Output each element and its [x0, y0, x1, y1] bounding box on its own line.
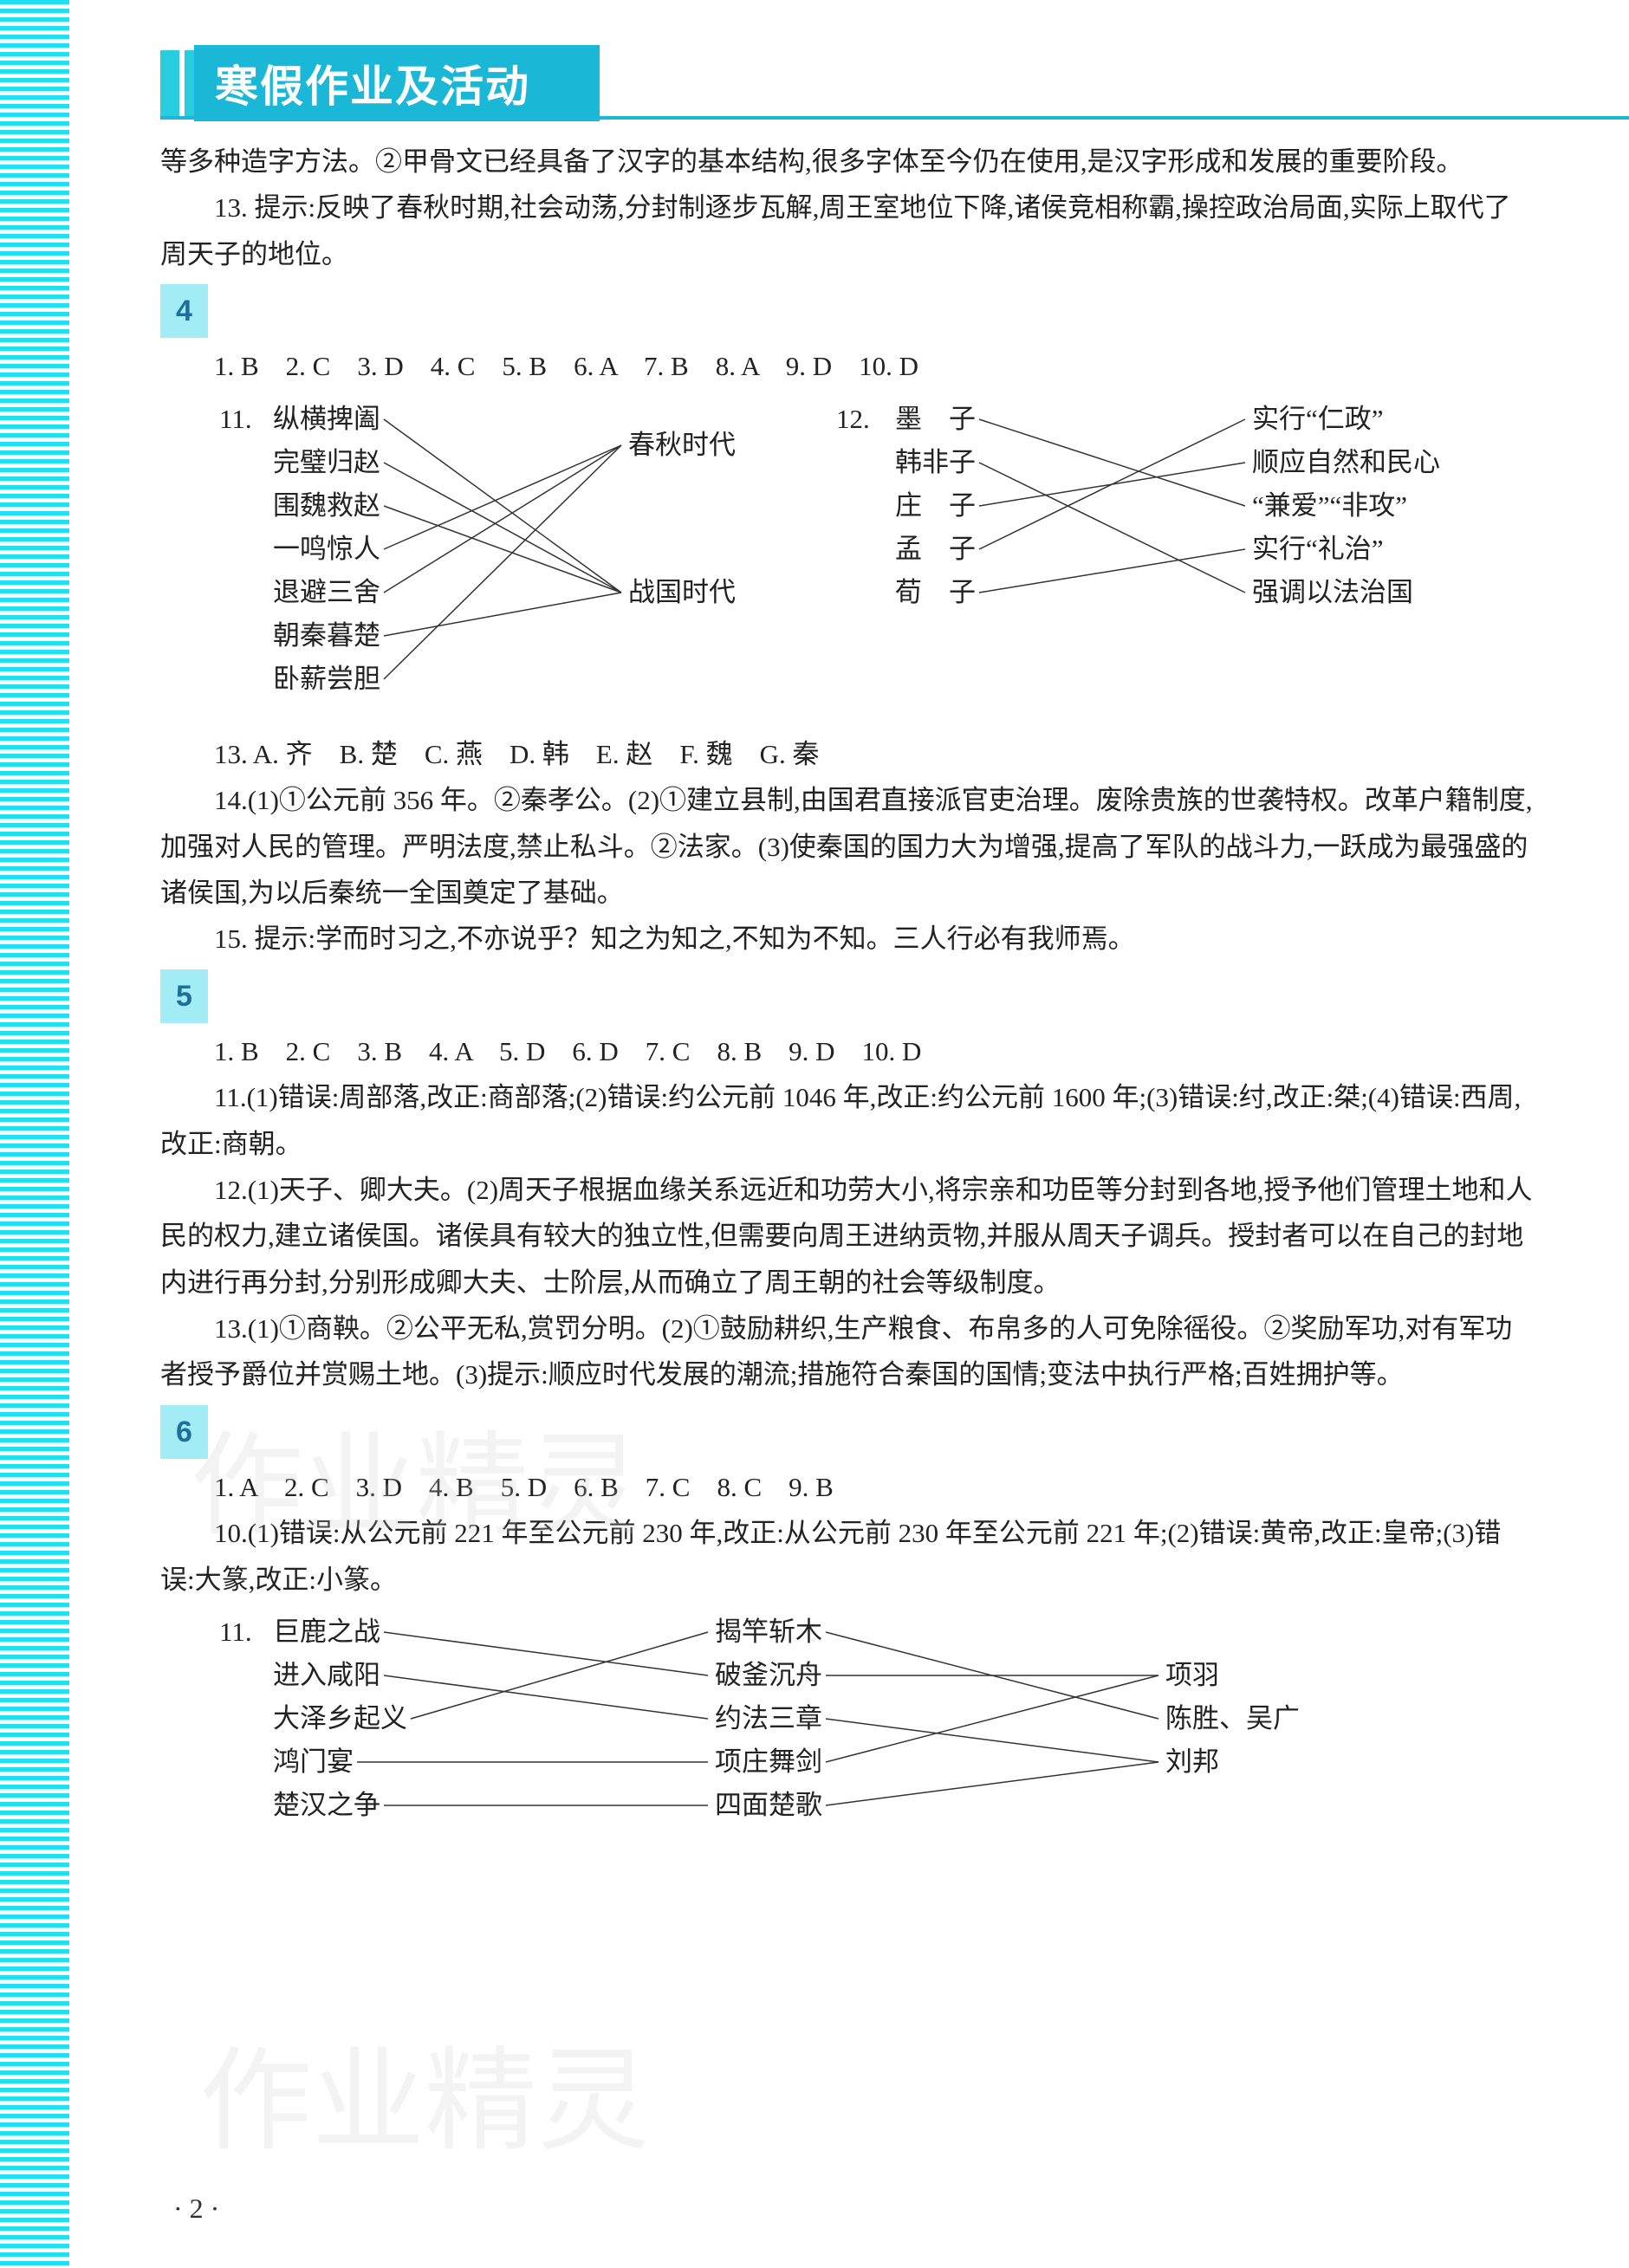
s6-q10: 10.(1)错误:从公元前 221 年至公元前 230 年,改正:从公元前 23… — [160, 1510, 1534, 1603]
svg-text:朝秦暮楚: 朝秦暮楚 — [273, 620, 380, 651]
header-accent-thin — [185, 50, 194, 116]
header-accent — [160, 50, 179, 116]
svg-text:荀 子: 荀 子 — [895, 577, 976, 607]
header-underline — [160, 116, 1629, 120]
svg-text:巨鹿之战: 巨鹿之战 — [273, 1617, 380, 1647]
section-6-label: 6 — [160, 1405, 208, 1459]
svg-text:刘邦: 刘邦 — [1165, 1746, 1219, 1777]
svg-text:卧薪尝胆: 卧薪尝胆 — [273, 664, 380, 694]
svg-text:实行“仁政”: 实行“仁政” — [1252, 404, 1384, 434]
s6-svg: 11. 巨鹿之战进入咸阳大泽乡起义鸿门宴楚汉之争 揭竿斩木破釜沉舟约法三章项庄舞剑四… — [160, 1608, 1529, 1850]
s4-q13: 13. A. 齐 B. 楚 C. 燕 D. 韩 E. 赵 F. 魏 G. 秦 — [160, 731, 1534, 777]
s6-matching-diagram: 11. 巨鹿之战进入咸阳大泽乡起义鸿门宴楚汉之争 揭竿斩木破釜沉舟约法三章项庄舞剑四… — [160, 1608, 1534, 1864]
s6-mc: 1. A 2. C 3. D 4. B 5. D 6. B 7. C 8. C … — [160, 1464, 1534, 1510]
svg-text:项庄舞剑: 项庄舞剑 — [715, 1746, 822, 1777]
svg-text:孟 子: 孟 子 — [895, 534, 976, 564]
s5-q11: 11.(1)错误:周部落,改正:商部落;(2)错误:约公元前 1046 年,改正… — [160, 1074, 1534, 1167]
svg-text:项羽: 项羽 — [1165, 1660, 1219, 1690]
s4-q14: 14.(1)①公元前 356 年。②秦孝公。(2)①建立县制,由国君直接派官吏治… — [160, 777, 1534, 916]
svg-text:11.: 11. — [219, 1617, 252, 1647]
svg-text:退避三舍: 退避三舍 — [273, 577, 380, 607]
svg-text:陈胜、吴广: 陈胜、吴广 — [1165, 1703, 1300, 1733]
svg-text:进入咸阳: 进入咸阳 — [273, 1660, 380, 1690]
watermark-2: 作业精灵 — [199, 2010, 650, 2173]
svg-text:墨 子: 墨 子 — [895, 404, 976, 434]
s4-matching-diagrams: 11. 纵横捭阖完璧归赵围魏救赵一鸣惊人退避三舍朝秦暮楚卧薪尝胆 春秋时代战国时代 1… — [160, 395, 1534, 729]
svg-text:韩非子: 韩非子 — [895, 447, 976, 477]
page-number: · 2 · — [173, 2193, 219, 2225]
side-stripe — [0, 0, 69, 2268]
svg-text:“兼爱”“非攻”: “兼爱”“非攻” — [1252, 490, 1407, 521]
page-header: 寒假作业及活动 — [160, 50, 600, 116]
header-title: 寒假作业及活动 — [194, 45, 600, 121]
intro-continuation: 等多种造字方法。②甲骨文已经具备了汉字的基本结构,很多字体至今仍在使用,是汉字形… — [160, 139, 1534, 185]
svg-text:鸿门宴: 鸿门宴 — [273, 1746, 354, 1777]
svg-text:春秋时代: 春秋时代 — [628, 430, 736, 460]
svg-text:约法三章: 约法三章 — [715, 1703, 822, 1733]
svg-text:破釜沉舟: 破釜沉舟 — [715, 1660, 822, 1690]
s4-mc: 1. B 2. C 3. D 4. C 5. B 6. A 7. B 8. A … — [160, 343, 1534, 389]
svg-text:庄 子: 庄 子 — [895, 490, 976, 521]
svg-text:楚汉之争: 楚汉之争 — [273, 1790, 380, 1820]
body-content: 等多种造字方法。②甲骨文已经具备了汉字的基本结构,很多字体至今仍在使用,是汉字形… — [160, 139, 1534, 1866]
svg-text:11.: 11. — [219, 404, 252, 434]
s5-q13: 13.(1)①商鞅。②公平无私,赏罚分明。(2)①鼓励耕织,生产粮食、布帛多的人… — [160, 1306, 1534, 1398]
svg-text:一鸣惊人: 一鸣惊人 — [273, 534, 380, 564]
s4-svg: 11. 纵横捭阖完璧归赵围魏救赵一鸣惊人退避三舍朝秦暮楚卧薪尝胆 春秋时代战国时代 1… — [160, 395, 1529, 716]
svg-text:四面楚歌: 四面楚歌 — [715, 1790, 822, 1820]
svg-text:完璧归赵: 完璧归赵 — [273, 447, 380, 477]
s5-mc: 1. B 2. C 3. B 4. A 5. D 6. D 7. C 8. B … — [160, 1028, 1534, 1074]
svg-text:围魏救赵: 围魏救赵 — [273, 490, 380, 521]
intro-q13: 13. 提示:反映了春秋时期,社会动荡,分封制逐步瓦解,周王室地位下降,诸侯竞相… — [160, 185, 1534, 277]
svg-text:强调以法治国: 强调以法治国 — [1252, 577, 1413, 607]
s5-q12: 12.(1)天子、卿大夫。(2)周天子根据血缘关系远近和功劳大小,将宗亲和功臣等… — [160, 1167, 1534, 1306]
svg-text:实行“礼治”: 实行“礼治” — [1252, 534, 1384, 564]
svg-text:顺应自然和民心: 顺应自然和民心 — [1252, 447, 1440, 477]
svg-text:战国时代: 战国时代 — [628, 577, 736, 607]
svg-text:12.: 12. — [836, 404, 870, 434]
svg-text:纵横捭阖: 纵横捭阖 — [273, 404, 380, 434]
section-4-label: 4 — [160, 284, 208, 338]
section-5-label: 5 — [160, 969, 208, 1023]
svg-text:大泽乡起义: 大泽乡起义 — [273, 1703, 407, 1733]
svg-text:揭竿斩木: 揭竿斩木 — [715, 1617, 822, 1647]
s4-q15: 15. 提示:学而时习之,不亦说乎？知之为知之,不知为不知。三人行必有我师焉。 — [160, 916, 1534, 962]
